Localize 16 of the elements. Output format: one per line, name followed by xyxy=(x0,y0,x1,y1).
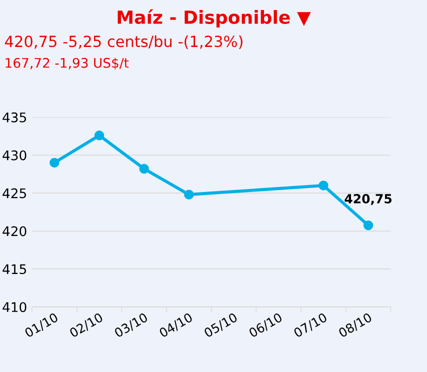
chart-subtitle: 420,75 -5,25 cents/bu -(1,23%) xyxy=(5,35,242,49)
point xyxy=(184,190,194,200)
y-tick-label: 420 xyxy=(2,226,26,236)
point xyxy=(139,164,149,174)
point xyxy=(363,220,374,230)
y-tick-label: 415 xyxy=(2,264,26,274)
y-tick-label: 430 xyxy=(2,150,26,160)
point xyxy=(94,130,104,140)
data-label: 420,75 xyxy=(344,194,392,206)
point xyxy=(318,180,328,190)
chart-title: Maíz - Disponible ▼ xyxy=(118,9,311,28)
y-tick-label: 410 xyxy=(2,302,26,312)
y-tick-label: 425 xyxy=(2,188,26,198)
y-tick-label: 435 xyxy=(2,112,26,122)
text: 167,72 -1,93 US$/t xyxy=(6,58,129,70)
point xyxy=(50,158,60,168)
